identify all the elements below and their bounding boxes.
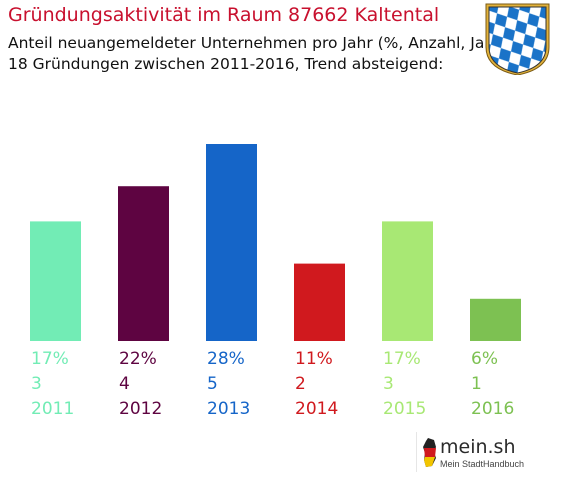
bar-2011 bbox=[30, 221, 81, 341]
brand-logo: mein.sh Mein StadtHandbuch bbox=[416, 432, 543, 472]
year-label-2011: 2011 bbox=[31, 399, 74, 419]
bar-2012 bbox=[118, 186, 169, 341]
bar-2016 bbox=[470, 298, 521, 341]
year-label-2014: 2014 bbox=[295, 399, 338, 419]
year-label-2015: 2015 bbox=[383, 399, 426, 419]
count-label-2014: 2 bbox=[295, 374, 306, 394]
year-label-2016: 2016 bbox=[471, 399, 514, 419]
brand-name: mein.sh bbox=[440, 436, 516, 458]
count-label-2016: 1 bbox=[471, 374, 482, 394]
year-label-2013: 2013 bbox=[207, 399, 250, 419]
germany-map-icon bbox=[423, 438, 436, 467]
percent-label-2013: 28% bbox=[207, 349, 245, 369]
count-label-2011: 3 bbox=[31, 374, 42, 394]
year-label-2012: 2012 bbox=[119, 399, 162, 419]
count-label-2015: 3 bbox=[383, 374, 394, 394]
bar-2015 bbox=[382, 221, 433, 341]
percent-label-2012: 22% bbox=[119, 349, 157, 369]
bar-2013 bbox=[206, 144, 257, 341]
chart-title: Gründungsaktivität im Raum 87662 Kaltent… bbox=[8, 4, 440, 26]
percent-label-2014: 11% bbox=[295, 349, 333, 369]
percent-label-2011: 17% bbox=[31, 349, 69, 369]
chart-summary: 18 Gründungen zwischen 2011-2016, Trend … bbox=[8, 55, 444, 73]
count-label-2012: 4 bbox=[119, 374, 130, 394]
bavaria-coat-of-arms-icon bbox=[485, 3, 550, 75]
chart-subtitle: Anteil neuangemeldeter Unternehmen pro J… bbox=[8, 34, 507, 52]
percent-label-2016: 6% bbox=[471, 349, 498, 369]
count-label-2013: 5 bbox=[207, 374, 218, 394]
percent-label-2015: 17% bbox=[383, 349, 421, 369]
brand-tagline: Mein StadtHandbuch bbox=[440, 459, 525, 469]
bar-2014 bbox=[294, 263, 345, 341]
